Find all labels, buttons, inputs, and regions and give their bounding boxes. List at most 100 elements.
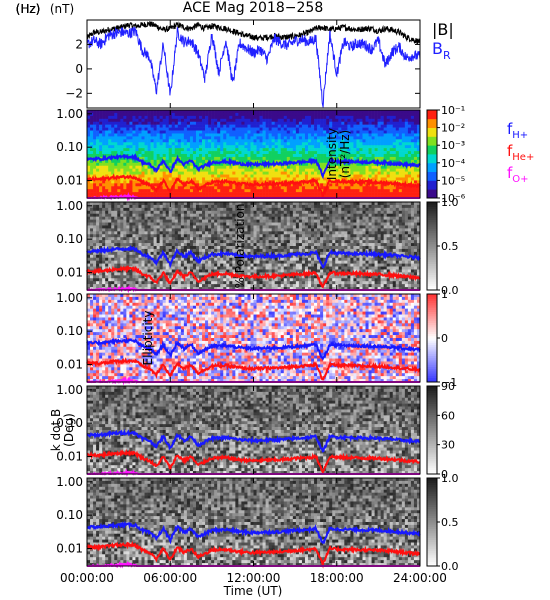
heatmap-cell (117, 139, 120, 142)
heatmap-cell (353, 131, 356, 134)
heatmap-cell (157, 243, 160, 246)
heatmap-cell (93, 172, 96, 175)
heatmap-cell (323, 217, 326, 220)
heatmap-cell (408, 160, 411, 163)
heatmap-cell (266, 133, 269, 136)
heatmap-cell (299, 166, 302, 169)
heatmap-cell (105, 119, 108, 122)
heatmap-cell (314, 119, 317, 122)
heatmap-cell (266, 214, 269, 217)
heatmap-cell (393, 148, 396, 151)
heatmap-cell (132, 189, 135, 192)
heatmap-cell (366, 234, 369, 237)
heatmap-cell (329, 214, 332, 217)
heatmap-cell (217, 205, 220, 208)
heatmap-cell (308, 220, 311, 223)
heatmap-cell (381, 228, 384, 231)
heatmap-cell (157, 145, 160, 148)
heatmap-cell (375, 205, 378, 208)
heatmap-cell (148, 240, 151, 243)
heatmap-cell (272, 169, 275, 172)
heatmap-cell (281, 214, 284, 217)
heatmap-cell (148, 214, 151, 217)
heatmap-cell (129, 163, 132, 166)
heatmap-cell (263, 136, 266, 139)
heatmap-cell (281, 116, 284, 119)
heatmap-cell (175, 223, 178, 226)
heatmap-cell (187, 136, 190, 139)
heatmap-cell (214, 154, 217, 157)
heatmap-cell (296, 136, 299, 139)
heatmap-cell (120, 142, 123, 145)
heatmap-cell (148, 157, 151, 160)
heatmap-cell (99, 231, 102, 234)
heatmap-cell (181, 240, 184, 243)
heatmap-cell (372, 205, 375, 208)
heatmap-cell (193, 192, 196, 195)
heatmap-cell (347, 231, 350, 234)
heatmap-cell (390, 186, 393, 189)
heatmap-cell (226, 240, 229, 243)
heatmap-cell (99, 205, 102, 208)
heatmap-cell (287, 214, 290, 217)
heatmap-cell (141, 145, 144, 148)
heatmap-cell (199, 133, 202, 136)
heatmap-cell (308, 169, 311, 172)
heatmap-cell (102, 119, 105, 122)
heatmap-cell (175, 211, 178, 214)
heatmap-cell (372, 237, 375, 240)
heatmap-cell (293, 125, 296, 128)
heatmap-cell (145, 223, 148, 226)
heatmap-cell (402, 119, 405, 122)
heatmap-cell (299, 205, 302, 208)
heatmap-cell (105, 189, 108, 192)
heatmap-cell (90, 228, 93, 231)
heatmap-cell (175, 234, 178, 237)
heatmap-cell (381, 217, 384, 220)
heatmap-cell (302, 113, 305, 116)
heatmap-cell (138, 136, 141, 139)
heatmap-cell (193, 145, 196, 148)
heatmap-cell (226, 237, 229, 240)
heatmap-cell (278, 228, 281, 231)
heatmap-cell (296, 220, 299, 223)
heatmap-cell (387, 175, 390, 178)
heatmap-cell (281, 122, 284, 125)
heatmap-cell (359, 145, 362, 148)
heatmap-cell (111, 183, 114, 186)
heatmap-cell (120, 183, 123, 186)
heatmap-cell (250, 122, 253, 125)
heatmap-cell (311, 223, 314, 226)
heatmap-cell (381, 192, 384, 195)
heatmap-cell (275, 119, 278, 122)
heatmap-cell (302, 223, 305, 226)
heatmap-cell (129, 136, 132, 139)
heatmap-cell (353, 166, 356, 169)
heatmap-cell (145, 208, 148, 211)
heatmap-cell (356, 142, 359, 145)
heatmap-cell (163, 148, 166, 151)
heatmap-cell (93, 208, 96, 211)
heatmap-cell (178, 211, 181, 214)
heatmap-cell (326, 225, 329, 228)
heatmap-cell (293, 145, 296, 148)
heatmap-cell (402, 131, 405, 134)
heatmap-cell (314, 211, 317, 214)
heatmap-cell (366, 223, 369, 226)
heatmap-cell (396, 157, 399, 160)
heatmap-cell (166, 148, 169, 151)
heatmap-cell (132, 145, 135, 148)
heatmap-cell (272, 116, 275, 119)
heatmap-cell (108, 228, 111, 231)
heatmap-cell (293, 172, 296, 175)
heatmap-cell (344, 119, 347, 122)
heatmap-cell (408, 192, 411, 195)
heatmap-cell (296, 122, 299, 125)
heatmap-cell (296, 119, 299, 122)
heatmap-cell (226, 223, 229, 226)
heatmap-cell (111, 119, 114, 122)
heatmap-cell (229, 166, 232, 169)
heatmap-cell (393, 169, 396, 172)
heatmap-cell (205, 177, 208, 180)
heatmap-cell (366, 189, 369, 192)
